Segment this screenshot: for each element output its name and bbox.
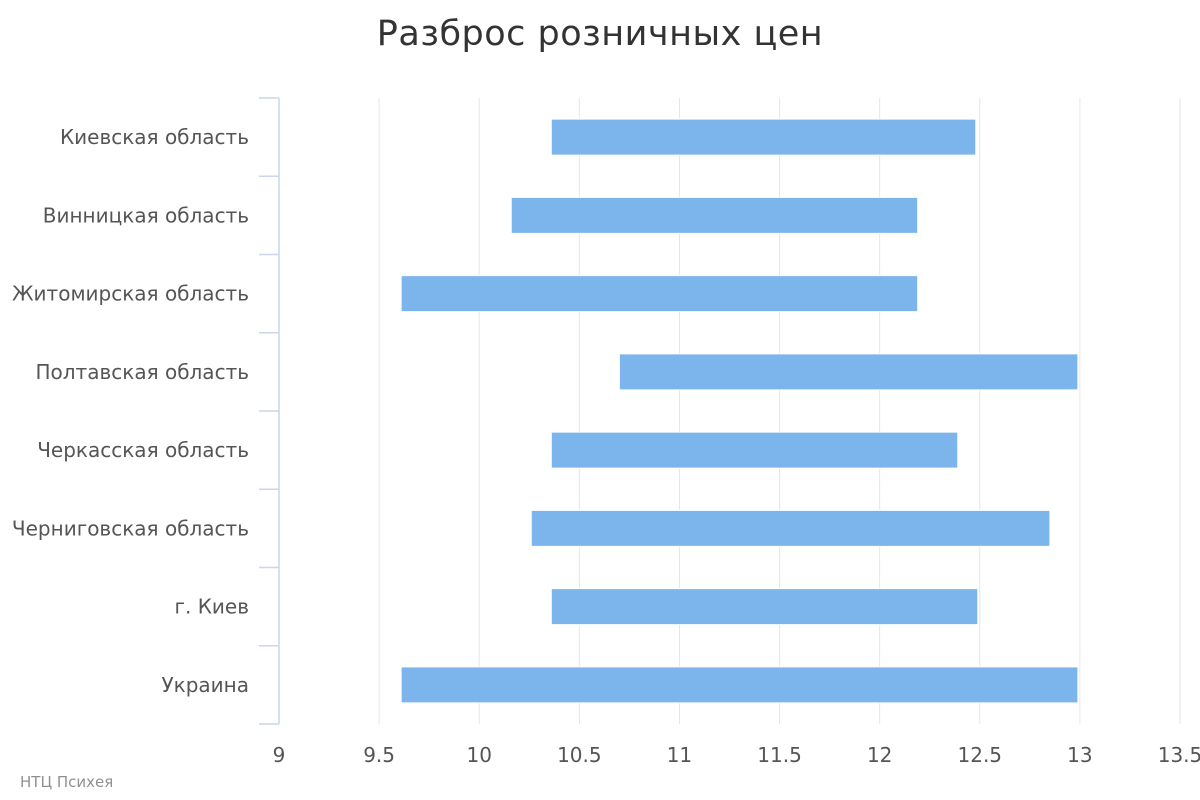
bar bbox=[550, 588, 979, 626]
x-tick-label: 9.5 bbox=[363, 743, 395, 767]
x-tick-label: 10.5 bbox=[557, 743, 602, 767]
credits[interactable]: НТЦ Психея bbox=[20, 773, 114, 791]
category-label: Винницкая область bbox=[43, 203, 249, 227]
x-tick-label: 11.5 bbox=[757, 743, 802, 767]
bar bbox=[550, 118, 977, 156]
bar bbox=[400, 275, 919, 313]
x-tick-label: 11 bbox=[667, 743, 692, 767]
category-label: Черниговская область bbox=[12, 516, 249, 540]
x-tick-label: 13.5 bbox=[1158, 743, 1200, 767]
bar bbox=[400, 666, 1079, 704]
bar bbox=[530, 509, 1051, 547]
category-label: Житомирская область bbox=[12, 282, 249, 306]
chart-title: Разброс розничных цен bbox=[376, 14, 824, 54]
category-label: г. Киев bbox=[174, 595, 249, 619]
category-label: Черкасская область bbox=[37, 438, 249, 462]
x-tick-label: 13 bbox=[1067, 743, 1092, 767]
x-tick-label: 9 bbox=[273, 743, 286, 767]
category-label: Киевская область bbox=[60, 125, 249, 149]
bar bbox=[618, 353, 1079, 391]
category-label: Полтавская область bbox=[35, 360, 249, 384]
x-tick-label: 12.5 bbox=[958, 743, 1003, 767]
x-tick-label: 12 bbox=[867, 743, 892, 767]
x-tick-label: 10 bbox=[466, 743, 491, 767]
bar bbox=[510, 196, 919, 234]
category-label: Украина bbox=[161, 673, 249, 697]
bar bbox=[550, 431, 959, 469]
